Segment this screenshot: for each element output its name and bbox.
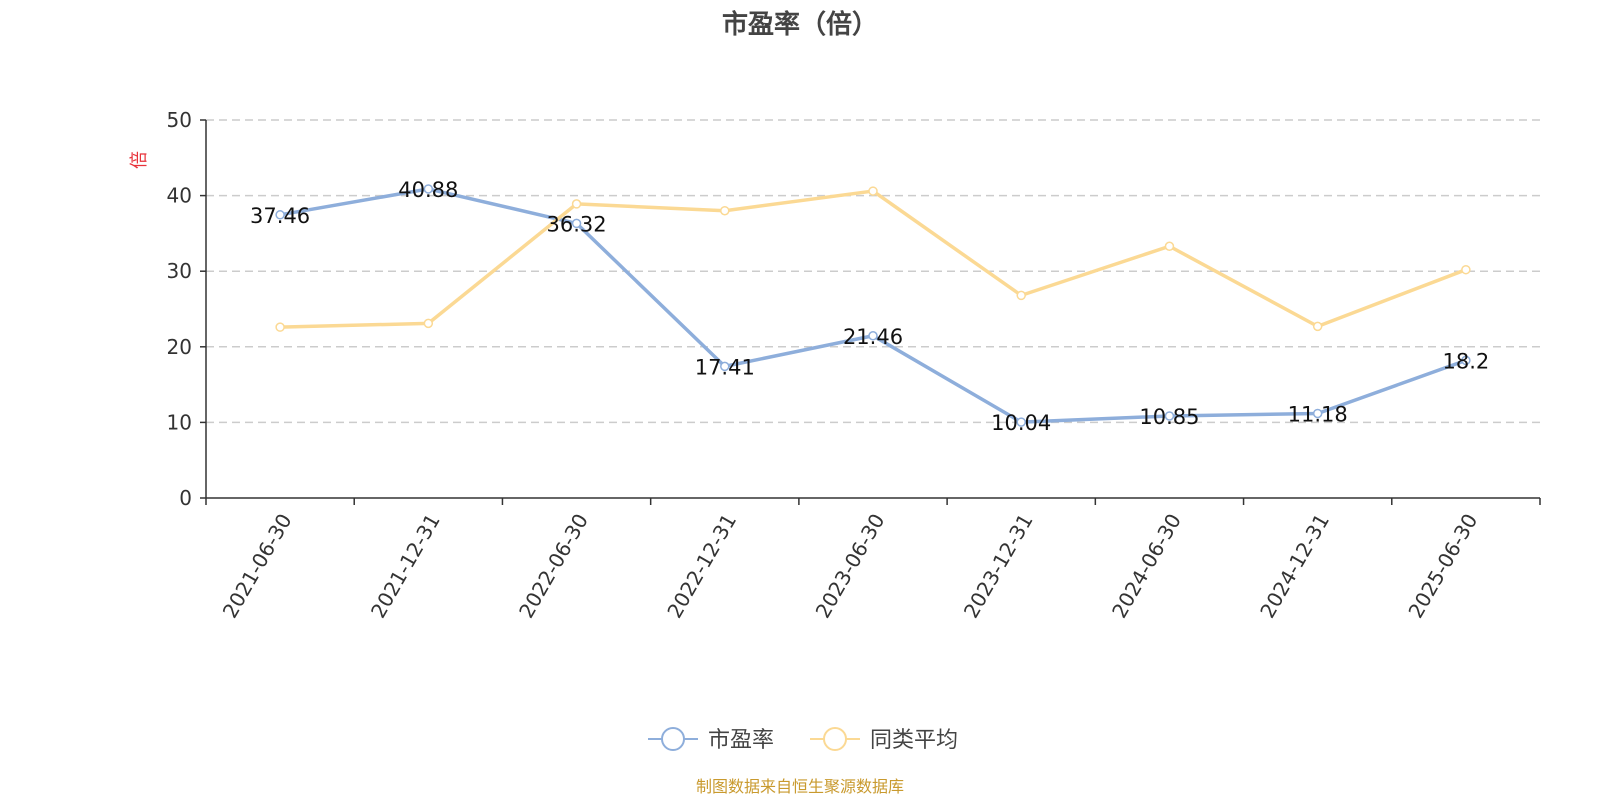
data-label: 10.04 [991, 411, 1051, 435]
x-tick-labels: 2021-06-30 2021-12-31 2022-06-30 2022-12-31… [218, 509, 1483, 622]
y-tick-label: 50 [167, 108, 192, 132]
data-point[interactable] [571, 199, 582, 209]
data-label: 40.88 [398, 178, 458, 202]
series-group [275, 184, 1471, 427]
legend-item-0[interactable]: 市盈率 [648, 727, 774, 753]
x-tick-label: 2023-06-30 [811, 510, 890, 623]
data-point[interactable] [720, 205, 730, 216]
data-point[interactable] [1312, 321, 1323, 332]
data-point[interactable] [275, 322, 285, 332]
x-tick-label: 2024-12-31 [1255, 510, 1334, 623]
legend-label: 市盈率 [708, 728, 774, 753]
y-tick-label: 0 [179, 486, 192, 510]
x-tick-label: 2021-06-30 [218, 510, 297, 623]
data-point[interactable] [720, 361, 730, 372]
grid-lines [206, 119, 1540, 424]
data-point[interactable] [423, 318, 434, 329]
data-label: 37.46 [250, 204, 310, 228]
data-point[interactable] [1016, 417, 1026, 427]
data-label: 36.32 [546, 212, 606, 236]
data-point[interactable] [571, 218, 582, 229]
legend-label: 同类平均 [870, 728, 958, 753]
data-label: 17.41 [695, 355, 755, 379]
source-note: 制图数据来自恒生聚源数据库 [696, 777, 904, 796]
data-point[interactable] [1016, 290, 1026, 301]
legend-marker [823, 727, 847, 751]
series-line-1 [278, 189, 1468, 329]
data-label: 21.46 [843, 325, 903, 349]
chart-title: 市盈率（倍） [722, 9, 878, 40]
data-point[interactable] [1312, 408, 1323, 419]
y-tick-labels: 0 10 20 30 40 50 [167, 108, 192, 510]
data-labels: 37.46 40.88 36.32 17.41 21.46 10.04 10.85 11.18… [250, 178, 1489, 435]
legend-item-1[interactable]: 同类平均 [810, 727, 958, 753]
axes [200, 119, 1541, 505]
legend-marker [661, 727, 685, 751]
data-label: 11.18 [1288, 402, 1348, 426]
data-point[interactable] [1164, 241, 1175, 252]
x-tick-label: 2021-12-31 [366, 510, 445, 623]
data-label: 10.85 [1139, 405, 1199, 429]
y-tick-label: 10 [167, 410, 192, 434]
data-label: 18.2 [1443, 349, 1490, 373]
x-tick-label: 2024-06-30 [1107, 510, 1186, 623]
x-tick-label: 2025-06-30 [1403, 510, 1482, 623]
data-point[interactable] [423, 184, 434, 194]
y-tick-label: 30 [167, 259, 192, 283]
legend[interactable]: 市盈率 同类平均 [648, 727, 958, 753]
data-point[interactable] [275, 210, 285, 220]
y-tick-label: 20 [167, 335, 192, 359]
data-point[interactable] [868, 186, 878, 196]
data-point[interactable] [868, 331, 878, 341]
data-point[interactable] [1164, 411, 1175, 421]
y-tick-label: 40 [167, 184, 192, 208]
data-point[interactable] [1461, 264, 1471, 275]
y-axis-label: 倍 [129, 151, 150, 169]
x-tick-label: 2022-06-30 [514, 510, 593, 623]
x-tick-label: 2022-12-31 [662, 510, 741, 623]
series-line-0 [278, 187, 1468, 424]
data-point[interactable] [1461, 355, 1471, 366]
x-tick-label: 2023-12-31 [959, 509, 1038, 622]
